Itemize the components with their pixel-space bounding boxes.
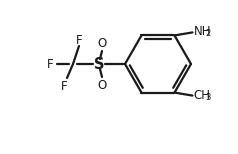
Text: 3: 3 <box>205 93 211 102</box>
Text: F: F <box>76 34 82 47</box>
Text: S: S <box>94 57 104 71</box>
Text: F: F <box>61 79 67 93</box>
Text: F: F <box>47 57 53 71</box>
Text: CH: CH <box>193 89 210 102</box>
Text: O: O <box>97 79 107 91</box>
Text: O: O <box>97 36 107 49</box>
Text: NH: NH <box>193 25 211 38</box>
Text: 2: 2 <box>205 29 211 38</box>
